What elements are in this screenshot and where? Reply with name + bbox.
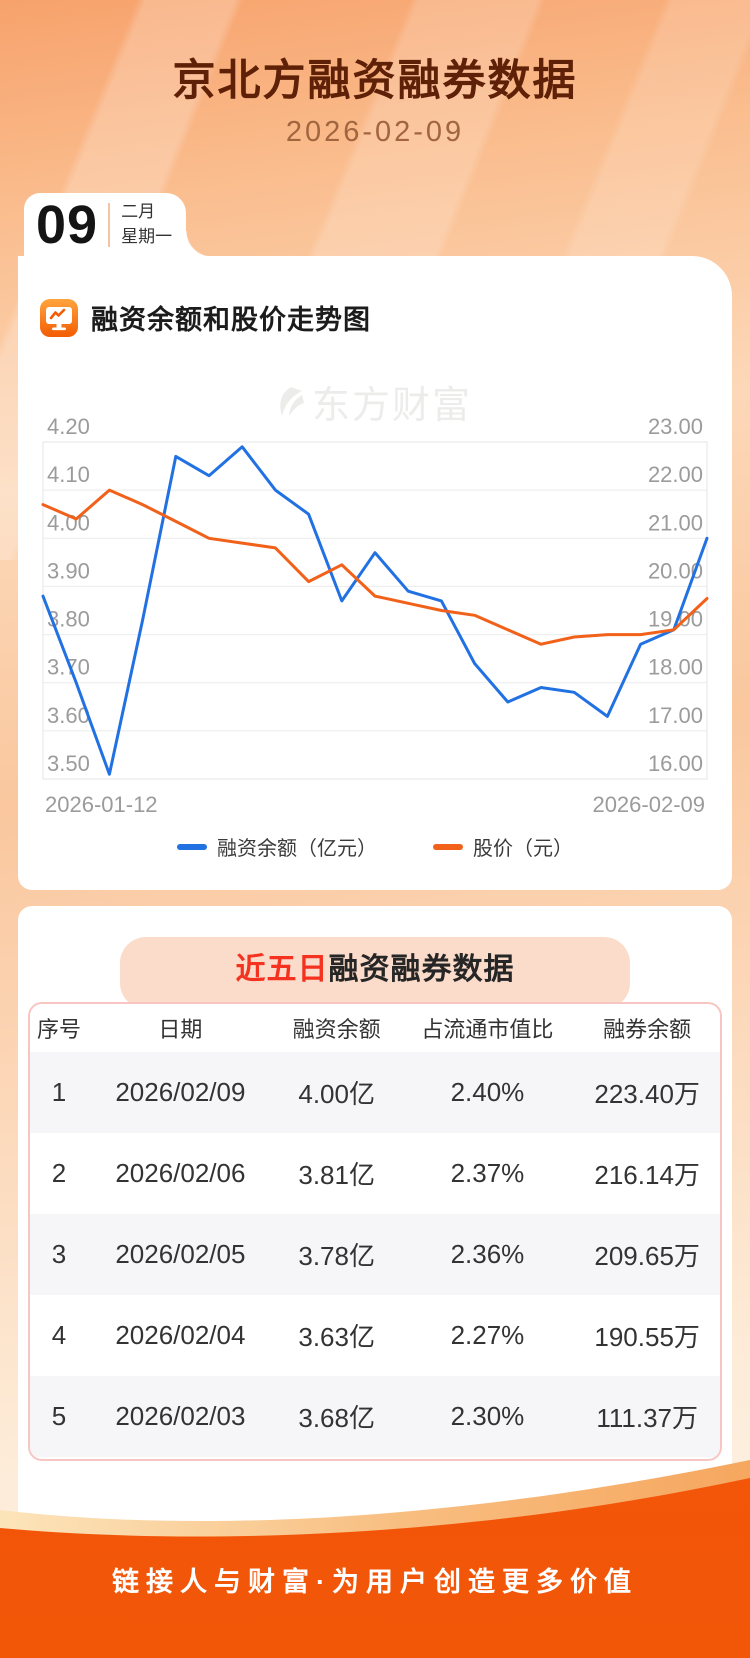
table-cell: 2026/02/09 <box>115 1077 246 1107</box>
monitor-chart-icon <box>46 306 72 330</box>
table-cell: 2.36% <box>450 1239 525 1269</box>
table-cell: 2.27% <box>450 1320 525 1350</box>
svg-text:3.90: 3.90 <box>47 558 90 583</box>
table-title-rest: 融资融券数据 <box>328 953 515 986</box>
table-cell: 216.14万 <box>594 1160 700 1190</box>
legend-item-margin-balance: 融资余额（亿元） <box>177 832 377 861</box>
table-cell: 2.37% <box>450 1158 525 1188</box>
table-cell: 占流通市值比 <box>421 1017 554 1042</box>
svg-text:4.10: 4.10 <box>47 462 90 487</box>
svg-text:2026-02-09: 2026-02-09 <box>592 792 705 817</box>
date-divider <box>108 203 111 247</box>
footer-slogan: 链接人与财富·为用户创造更多价值 <box>112 1567 638 1597</box>
legend-label: 融资余额（亿元） <box>217 838 377 860</box>
table-cell: 3.63亿 <box>298 1322 375 1352</box>
table-title-pill: 近五日融资融券数据 <box>120 937 630 1009</box>
table-cell: 2026/02/03 <box>115 1401 246 1431</box>
svg-text:22.00: 22.00 <box>648 462 703 487</box>
date-day: 09 <box>36 195 99 255</box>
table-cell: 2026/02/05 <box>115 1239 246 1269</box>
date-tab: 09 二月 星期一 <box>24 193 186 257</box>
table-body: 1 2026/02/09 4.00亿 2.40% 223.40万 2 2026/02/06 3… <box>30 1052 720 1457</box>
date-tab-fillet <box>186 231 212 257</box>
legend-dash-orange <box>433 843 463 850</box>
table-cell: 1 <box>51 1077 67 1107</box>
legend-label: 股价（元） <box>473 838 573 860</box>
table-cell: 融券余额 <box>603 1017 692 1042</box>
table-row: 5 2026/02/03 3.68亿 2.30% 111.37万 <box>30 1376 720 1457</box>
table-cell: 3 <box>51 1239 67 1269</box>
table-row: 4 2026/02/04 3.63亿 2.27% 190.55万 <box>30 1295 720 1376</box>
table-title-highlight: 近五日 <box>235 953 329 986</box>
footer-wave <box>0 1460 750 1658</box>
date-weekday: 星期一 <box>121 227 173 246</box>
chart-section-title: 融资余额和股价走势图 <box>91 305 371 335</box>
table-cell: 4 <box>51 1320 67 1350</box>
table-cell: 融资余额 <box>292 1017 381 1042</box>
data-table: 序号 日期 融资余额 占流通市值比 融券余额 1 2026/02/09 4.00亿 2.40%… <box>28 1002 722 1461</box>
svg-text:21.00: 21.00 <box>648 510 703 535</box>
svg-text:3.50: 3.50 <box>47 751 90 776</box>
table-cell: 4.00亿 <box>298 1079 375 1109</box>
table-cell: 190.55万 <box>594 1322 700 1352</box>
chart-card: 4.20 23.00 4.10 22.00 4.00 21.00 3.90 20.00 3.80… <box>18 256 732 890</box>
table-cell: 3.68亿 <box>298 1403 375 1433</box>
svg-text:23.00: 23.00 <box>648 414 703 439</box>
table-cell: 223.40万 <box>594 1079 700 1109</box>
table-cell: 2.40% <box>450 1077 525 1107</box>
table-cell: 3.81亿 <box>298 1160 375 1190</box>
table-cell: 序号 <box>36 1017 81 1042</box>
svg-text:3.60: 3.60 <box>47 703 90 728</box>
legend-item-stock-price: 股价（元） <box>433 832 573 861</box>
svg-text:4.20: 4.20 <box>47 414 90 439</box>
table-cell: 日期 <box>158 1017 203 1042</box>
svg-text:16.00: 16.00 <box>648 751 703 776</box>
table-row: 1 2026/02/09 4.00亿 2.40% 223.40万 <box>30 1052 720 1133</box>
chart-legend: 融资余额（亿元） 股价（元） <box>18 832 732 861</box>
svg-text:18.00: 18.00 <box>648 655 703 680</box>
legend-dash-blue <box>177 843 207 850</box>
page-title: 京北方融资融券数据 <box>172 57 578 105</box>
chart-svg: 4.20 23.004.10 22.004.00 21.003.90 20.003.80… <box>41 414 709 817</box>
table-cell: 2026/02/06 <box>115 1158 246 1188</box>
table-cell: 209.65万 <box>594 1241 700 1271</box>
table-cell: 5 <box>51 1401 67 1431</box>
svg-text:17.00: 17.00 <box>648 703 703 728</box>
table-row: 2 2026/02/06 3.81亿 2.37% 216.14万 <box>30 1133 720 1214</box>
svg-text:2026-01-12: 2026-01-12 <box>45 792 158 817</box>
chart-section-icon <box>40 298 78 337</box>
date-month: 二月 <box>121 202 156 222</box>
table-cell: 2.30% <box>450 1401 525 1431</box>
table-header-row: 序号 日期 融资余额 占流通市值比 融券余额 <box>30 1004 720 1052</box>
svg-text:3.80: 3.80 <box>47 607 90 632</box>
table-cell: 3.78亿 <box>298 1241 375 1271</box>
table-cell: 2 <box>51 1158 67 1188</box>
table-cell: 111.37万 <box>596 1403 698 1433</box>
table-cell: 2026/02/04 <box>115 1320 246 1350</box>
table-row: 3 2026/02/05 3.78亿 2.36% 209.65万 <box>30 1214 720 1295</box>
page-date: 2026-02-09 <box>285 116 465 148</box>
